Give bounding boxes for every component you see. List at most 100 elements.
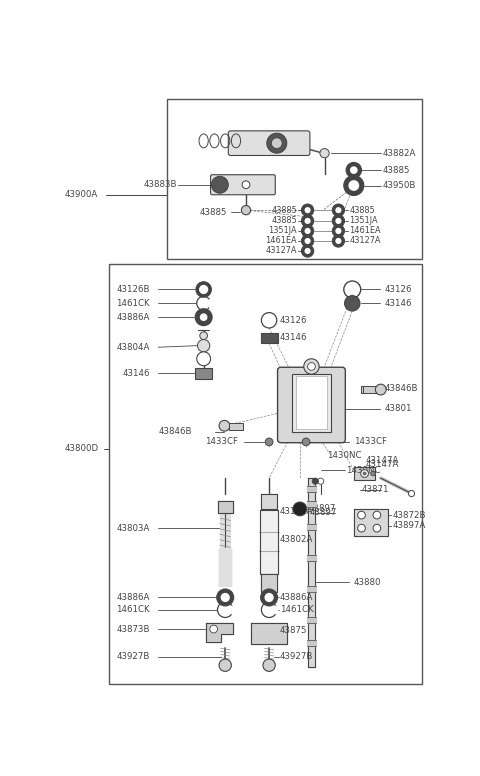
Text: 1461CK: 1461CK (280, 605, 313, 615)
Polygon shape (217, 501, 233, 513)
Polygon shape (219, 549, 231, 586)
Circle shape (196, 282, 211, 297)
Bar (354, 466, 375, 480)
Circle shape (373, 525, 381, 532)
FancyBboxPatch shape (277, 367, 345, 442)
Text: 43174A: 43174A (280, 507, 313, 516)
Text: 1461EA: 1461EA (349, 227, 381, 235)
Polygon shape (307, 555, 316, 561)
Circle shape (336, 207, 341, 213)
Text: 43882A: 43882A (382, 149, 416, 158)
Bar (261, 333, 277, 343)
Text: 43800D: 43800D (65, 445, 99, 453)
Text: 43886A: 43886A (116, 593, 150, 602)
Circle shape (345, 296, 360, 311)
Circle shape (219, 421, 230, 431)
Circle shape (363, 472, 366, 475)
Circle shape (336, 238, 341, 244)
Text: 43126: 43126 (384, 285, 412, 294)
Polygon shape (308, 478, 314, 667)
Text: 1461EA: 1461EA (265, 237, 297, 245)
Circle shape (302, 438, 310, 445)
Circle shape (293, 502, 307, 516)
Circle shape (336, 228, 341, 234)
Bar (195, 368, 212, 379)
Text: 1433CF: 1433CF (205, 438, 238, 446)
Polygon shape (262, 574, 277, 592)
Circle shape (217, 589, 234, 606)
Circle shape (197, 340, 210, 352)
Polygon shape (307, 525, 316, 531)
Circle shape (332, 204, 345, 217)
Text: 43886A: 43886A (280, 593, 313, 602)
Circle shape (219, 659, 231, 671)
Text: 43927B: 43927B (280, 653, 313, 661)
Text: 43146: 43146 (384, 299, 412, 308)
Circle shape (304, 248, 311, 254)
Text: 1461CK: 1461CK (116, 299, 150, 308)
Polygon shape (252, 623, 287, 644)
Bar (167, 99, 421, 258)
Circle shape (211, 176, 228, 193)
Circle shape (318, 478, 324, 484)
Circle shape (332, 225, 345, 237)
Circle shape (200, 332, 207, 340)
Text: 1461CK: 1461CK (116, 605, 150, 615)
Text: 43886A: 43886A (116, 313, 150, 322)
Text: 43897A: 43897A (392, 521, 426, 530)
Text: 43873B: 43873B (116, 625, 150, 633)
Circle shape (408, 490, 415, 497)
Circle shape (200, 314, 207, 321)
Circle shape (264, 593, 274, 602)
Circle shape (301, 204, 314, 217)
Circle shape (358, 525, 365, 532)
Text: 43126: 43126 (280, 316, 307, 325)
Circle shape (265, 438, 273, 445)
Polygon shape (307, 640, 316, 646)
Bar (363, 386, 378, 393)
Circle shape (263, 659, 275, 671)
Text: 1430NC: 1430NC (327, 451, 361, 459)
Circle shape (304, 207, 311, 213)
Text: 43897: 43897 (310, 508, 337, 518)
Text: 43950B: 43950B (382, 181, 416, 190)
Circle shape (371, 471, 375, 476)
Circle shape (199, 285, 208, 294)
Polygon shape (307, 501, 316, 508)
Circle shape (358, 511, 365, 519)
Text: 43897: 43897 (308, 504, 336, 514)
Polygon shape (354, 509, 388, 536)
Text: 43871: 43871 (361, 485, 389, 494)
Text: 43126B: 43126B (116, 285, 150, 294)
Text: 43147A: 43147A (365, 456, 399, 465)
Circle shape (375, 384, 386, 395)
Text: 43846B: 43846B (384, 383, 418, 393)
Circle shape (336, 218, 341, 224)
Circle shape (308, 362, 315, 370)
Text: 43927B: 43927B (116, 653, 150, 661)
Circle shape (221, 593, 230, 602)
Circle shape (348, 180, 359, 191)
Circle shape (304, 238, 311, 244)
Text: 43802A: 43802A (280, 535, 313, 544)
Circle shape (267, 133, 287, 153)
Bar (109, 264, 421, 684)
Polygon shape (307, 586, 316, 592)
Circle shape (304, 228, 311, 234)
Polygon shape (307, 617, 316, 623)
Text: 43883B: 43883B (143, 180, 177, 189)
Text: 43803A: 43803A (116, 524, 150, 532)
Bar (292, 374, 331, 432)
Text: 43900A: 43900A (65, 190, 98, 199)
Text: 43880: 43880 (354, 577, 381, 587)
Text: 43147A: 43147A (365, 459, 399, 469)
Circle shape (312, 478, 318, 484)
Text: 43885: 43885 (349, 206, 375, 215)
Circle shape (301, 244, 314, 257)
Circle shape (301, 235, 314, 247)
Text: 43872B: 43872B (392, 511, 426, 520)
Circle shape (271, 138, 282, 148)
Text: 43885: 43885 (271, 206, 297, 215)
Text: 43127A: 43127A (265, 247, 297, 255)
Circle shape (304, 359, 319, 374)
